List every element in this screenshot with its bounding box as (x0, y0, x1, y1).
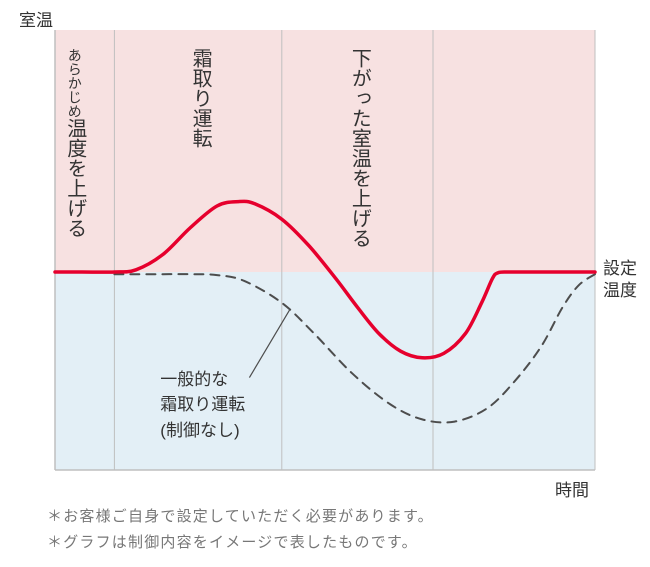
dashed-curve-annotation: 一般的な 霜取り運転 (制御なし) (160, 367, 245, 444)
setpoint-label: 設定 温度 (603, 258, 637, 302)
phase-label-preheat: あらかじめ温度を上げる (61, 48, 89, 238)
chart-container: 室温 時間 設定 温度 あらかじめ温度を上げる 霜取り運転 下がった室温を上げる… (0, 0, 650, 567)
footer-note-line: ＊グラフは制御内容をイメージで表したものです。 (47, 530, 434, 556)
phase-label-defrost: 霜取り運転 (186, 48, 214, 148)
footer-note-line: ＊お客様ご自身で設定していただく必要があります。 (47, 504, 434, 530)
y-axis-label: 室温 (19, 6, 53, 31)
x-axis-label: 時間 (555, 476, 589, 501)
footer-notes: ＊お客様ご自身で設定していただく必要があります。＊グラフは制御内容をイメージで表… (47, 504, 434, 555)
chart-svg (0, 0, 650, 567)
phase-label-recover: 下がった室温を上げる (345, 48, 373, 248)
